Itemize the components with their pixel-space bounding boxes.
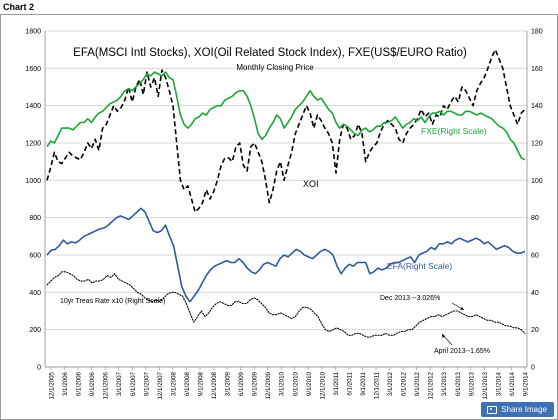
x-tick-label: 6/1/2008	[184, 371, 191, 396]
y-right-tick-label: 120	[531, 141, 543, 148]
y-left-tick-label: 200	[29, 327, 41, 334]
share-image-label: Share Image	[501, 405, 547, 414]
x-tick-label: 12/1/2007	[157, 371, 164, 399]
y-right-tick-label: 140	[531, 103, 543, 110]
annotation-layer: XOI FXE(Right Scale) EFA(Right Scale) 10yr …	[60, 126, 490, 355]
y-right-tick-label: 60	[531, 253, 539, 260]
x-tick-label: 9/1/2013	[468, 371, 475, 396]
x-tick-label: 6/1/2012	[401, 371, 408, 396]
x-tick-label: 9/1/2007	[143, 371, 150, 396]
x-tick-label: 3/1/2011	[333, 371, 340, 395]
x-ticks: 12/1/2005 3/1/2006 6/1/2006 9/1/2006 12/1/20…	[49, 367, 530, 400]
x-tick-label: 6/1/2010	[292, 371, 299, 396]
x-tick-label: 12/1/2010	[319, 371, 326, 399]
y-right-tick-label: 80	[531, 215, 539, 222]
series-line-efa-right-scale	[46, 207, 526, 303]
y-left-tick-label: 800	[29, 215, 41, 222]
x-tick-label: 6/1/2007	[130, 371, 137, 396]
x-tick-label: 12/1/2005	[49, 371, 56, 399]
x-tick-label: 12/1/2011	[374, 371, 381, 399]
x-tick-label: 6/1/2006	[76, 371, 83, 396]
x-tick-label: 9/1/2009	[252, 371, 259, 396]
x-tick-label: 12/1/2008	[211, 371, 218, 399]
y-left-ticks: 0 200 400 600 800 1000 1200 1400 1600 1800	[25, 29, 41, 372]
x-tick-label: 12/1/2009	[265, 371, 272, 399]
y-right-tick-label: 0	[531, 365, 535, 372]
plot-border	[0, 14, 558, 420]
annotation-arrowhead-dec	[460, 307, 464, 310]
share-image-button[interactable]: Share Image	[481, 402, 554, 417]
chart-subtitle: Monthly Closing Price	[236, 63, 314, 72]
x-tick-label: 9/1/2011	[360, 371, 367, 395]
x-tick-label: 9/1/2012	[414, 371, 421, 396]
x-tick-label: 12/1/2013	[482, 371, 489, 399]
x-tick-label: 6/1/2013	[455, 371, 462, 396]
y-left-tick-label: 400	[29, 290, 41, 297]
x-tick-label: 3/1/2008	[170, 371, 177, 396]
y-left-tick-label: 1600	[25, 66, 41, 73]
x-tick-label: 12/1/2012	[428, 371, 435, 399]
x-tick-label: 3/1/2013	[441, 371, 448, 396]
annotation-2: EFA(Right Scale)	[387, 261, 452, 271]
y-right-ticks: 0 20 40 60 80 100 120 140 160 180	[531, 29, 543, 372]
annotation-3: 10yr Treas Rate x10 (Right Scale)	[60, 298, 165, 305]
chart-title: EFA(MSCI Intl Stocks), XOI(Oil Related S…	[73, 47, 467, 59]
y-right-tick-label: 20	[531, 327, 539, 334]
y-left-tick-label: 1800	[25, 29, 41, 36]
y-right-tick-label: 180	[531, 29, 543, 36]
y-right-tick-label: 160	[531, 66, 543, 73]
x-tick-label: 3/1/2009	[225, 371, 232, 396]
y-left-tick-label: 600	[29, 253, 41, 260]
annotation-4: Dec 2013 --3.026%	[380, 295, 440, 302]
y-left-tick-label: 1400	[25, 103, 41, 110]
y-left-tick-label: 0	[37, 365, 41, 372]
x-tick-label: 9/1/2010	[306, 371, 313, 396]
x-tick-label: 9/1/2008	[197, 371, 204, 396]
annotation-0: XOI	[303, 179, 319, 189]
series-line-fxe-right-scale	[46, 71, 526, 161]
series-layer	[46, 48, 526, 338]
annotation-5: April 2013--1.65%	[434, 348, 490, 355]
x-tick-label: 6/1/2011	[346, 371, 353, 395]
chart-frame: 0 200 400 600 800 1000 1200 1400 1600 1800 0 20 40 6…	[0, 14, 558, 420]
x-tick-label: 6/1/2009	[238, 371, 245, 396]
x-tick-label: 9/1/2006	[89, 371, 96, 396]
x-tick-label: 3/1/2010	[279, 371, 286, 396]
x-tick-label: 6/1/2014	[509, 371, 516, 396]
annotation-1: FXE(Right Scale)	[421, 126, 487, 136]
x-tick-label: 12/1/2006	[103, 371, 110, 399]
y-right-tick-label: 100	[531, 178, 543, 185]
camera-icon	[487, 405, 498, 414]
series-line-xoi	[46, 48, 526, 213]
x-tick-label: 3/1/2006	[62, 371, 69, 396]
y-left-tick-label: 1000	[25, 178, 41, 185]
x-tick-label: 3/1/2007	[116, 371, 123, 396]
grid	[44, 30, 528, 368]
x-tick-label: 9/1/2014	[523, 371, 530, 396]
y-left-tick-label: 1200	[25, 141, 41, 148]
x-tick-label: 3/1/2014	[495, 371, 502, 396]
annotation-arrowhead-apr	[442, 334, 445, 338]
x-tick-label: 3/1/2012	[387, 371, 394, 396]
series-line-10yr-treas-rate-x10-right-scale	[46, 271, 526, 338]
chart-label: Chart 2	[3, 2, 35, 12]
y-right-tick-label: 40	[531, 290, 539, 297]
